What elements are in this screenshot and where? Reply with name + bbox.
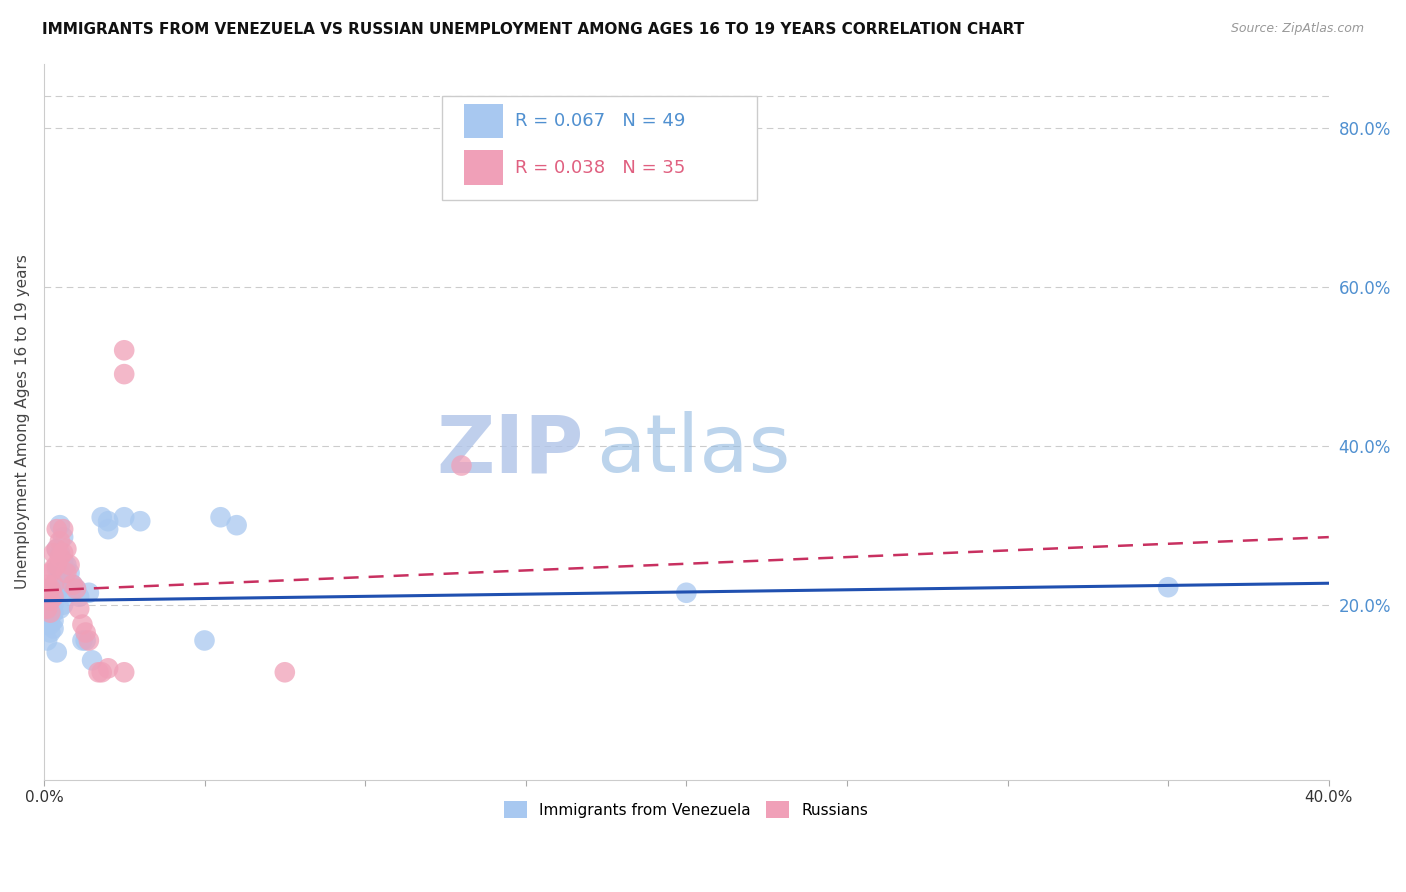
Point <box>62 578 84 592</box>
Point <box>42 598 65 612</box>
Point <box>45 558 67 572</box>
Point <box>52 554 75 568</box>
Point <box>39 582 62 596</box>
Point <box>42 562 65 576</box>
Point <box>55 558 77 572</box>
Point <box>225 518 247 533</box>
Point <box>49 582 72 596</box>
Point <box>450 458 472 473</box>
Point <box>39 593 62 607</box>
FancyBboxPatch shape <box>464 151 502 185</box>
Point <box>274 665 297 680</box>
Point <box>45 542 67 557</box>
Point <box>193 633 215 648</box>
Point <box>112 665 135 680</box>
Point <box>42 614 65 628</box>
Point <box>72 633 94 648</box>
Point <box>52 530 75 544</box>
Text: IMMIGRANTS FROM VENEZUELA VS RUSSIAN UNEMPLOYMENT AMONG AGES 16 TO 19 YEARS CORR: IMMIGRANTS FROM VENEZUELA VS RUSSIAN UNE… <box>42 22 1025 37</box>
Point <box>49 566 72 580</box>
Point <box>58 558 80 572</box>
Point <box>52 546 75 560</box>
Point <box>77 633 100 648</box>
Point <box>112 343 135 358</box>
Point <box>97 661 120 675</box>
Point <box>39 625 62 640</box>
Point <box>129 514 152 528</box>
Point <box>45 574 67 588</box>
Point <box>80 653 103 667</box>
Point <box>42 590 65 604</box>
Point <box>39 609 62 624</box>
Point <box>37 601 59 615</box>
Point <box>49 546 72 560</box>
Point <box>67 601 90 615</box>
Point <box>45 586 67 600</box>
Point <box>45 645 67 659</box>
Point <box>37 633 59 648</box>
Y-axis label: Unemployment Among Ages 16 to 19 years: Unemployment Among Ages 16 to 19 years <box>15 254 30 590</box>
Point <box>45 522 67 536</box>
Point <box>90 510 112 524</box>
FancyBboxPatch shape <box>464 104 502 138</box>
Point <box>52 598 75 612</box>
Point <box>77 586 100 600</box>
Point <box>65 582 87 596</box>
Point <box>39 566 62 580</box>
Point <box>87 665 110 680</box>
Point <box>97 522 120 536</box>
Point <box>37 590 59 604</box>
Point <box>75 625 97 640</box>
Point <box>112 367 135 381</box>
Point <box>42 590 65 604</box>
Point <box>39 582 62 596</box>
Legend: Immigrants from Venezuela, Russians: Immigrants from Venezuela, Russians <box>496 794 876 826</box>
FancyBboxPatch shape <box>443 96 756 200</box>
Text: ZIP: ZIP <box>436 411 583 490</box>
Point <box>49 601 72 615</box>
Point <box>65 582 87 596</box>
Point <box>37 601 59 615</box>
Text: atlas: atlas <box>596 411 790 490</box>
Point <box>37 609 59 624</box>
Point <box>49 549 72 564</box>
Point <box>42 578 65 592</box>
Point <box>42 546 65 560</box>
Text: Source: ZipAtlas.com: Source: ZipAtlas.com <box>1230 22 1364 36</box>
Point <box>55 586 77 600</box>
Point <box>90 665 112 680</box>
Point <box>42 606 65 620</box>
Point <box>75 633 97 648</box>
Point <box>39 601 62 615</box>
Point <box>39 617 62 632</box>
Point <box>209 510 232 524</box>
Point <box>55 542 77 557</box>
Point <box>49 534 72 549</box>
Point <box>52 522 75 536</box>
Point <box>62 578 84 592</box>
Point <box>42 622 65 636</box>
Point <box>58 566 80 580</box>
Point <box>49 518 72 533</box>
Point <box>39 593 62 607</box>
Point <box>37 617 59 632</box>
Point <box>112 510 135 524</box>
Text: R = 0.038   N = 35: R = 0.038 N = 35 <box>516 159 686 177</box>
Point <box>45 542 67 557</box>
Point <box>67 590 90 604</box>
Point <box>97 514 120 528</box>
Text: R = 0.067   N = 49: R = 0.067 N = 49 <box>516 112 686 130</box>
Point <box>55 566 77 580</box>
Point <box>72 617 94 632</box>
Point <box>45 562 67 576</box>
Point <box>675 586 697 600</box>
Point <box>52 578 75 592</box>
Point <box>1157 580 1180 594</box>
Point <box>39 606 62 620</box>
Point <box>37 578 59 592</box>
